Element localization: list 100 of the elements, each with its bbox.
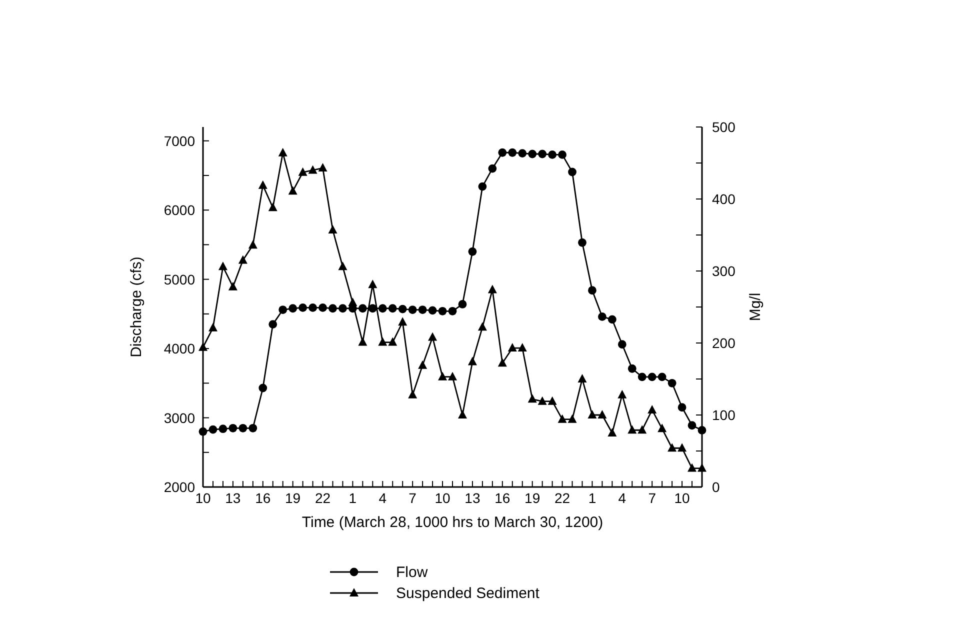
point: [338, 304, 347, 313]
x-tick-label: 4: [618, 490, 626, 506]
x-tick-label: 22: [554, 490, 570, 506]
y2-tick-label: 200: [712, 335, 736, 351]
x-tick-label: 7: [648, 490, 656, 506]
point: [678, 443, 687, 452]
point: [608, 315, 616, 324]
point: [398, 304, 407, 314]
point: [628, 425, 637, 434]
point: [558, 414, 567, 423]
x-tick-label: 16: [494, 490, 510, 506]
point: [198, 427, 208, 436]
point: [208, 425, 218, 434]
point: [268, 202, 278, 212]
point: [568, 414, 577, 423]
point: [278, 148, 288, 156]
y2-tick-label: 0: [712, 479, 720, 495]
point: [458, 300, 467, 308]
y-tick-label: 4000: [164, 340, 196, 357]
point: [298, 167, 308, 176]
x-tick-label: 22: [314, 490, 331, 506]
point: [388, 337, 398, 346]
point: [538, 396, 547, 405]
point: [238, 255, 248, 264]
y-tick-label: 6000: [164, 202, 196, 218]
point: [268, 320, 278, 329]
point: [488, 284, 497, 294]
point: [488, 164, 497, 173]
point: [578, 374, 587, 382]
x-axis-title: Time (March 28, 1000 hrs to March 30, 1200): [302, 514, 604, 531]
point: [668, 378, 676, 388]
point: [638, 372, 646, 382]
point: [258, 384, 268, 392]
point: [258, 180, 268, 189]
point: [588, 286, 596, 295]
point: [468, 356, 477, 366]
point: [328, 224, 338, 234]
point: [608, 428, 617, 436]
y-tick-label: 3000: [164, 410, 196, 426]
point: [348, 298, 358, 306]
point: [378, 304, 387, 313]
point: [418, 360, 428, 369]
point: [658, 372, 666, 382]
point: [308, 303, 317, 312]
point: [218, 424, 228, 434]
point: [508, 148, 517, 157]
point: [398, 317, 408, 326]
point: [288, 304, 298, 313]
point: [248, 240, 258, 249]
legend-label: Suspended Sediment: [396, 585, 540, 602]
point: [538, 150, 547, 158]
point: [428, 306, 437, 315]
point: [448, 306, 457, 316]
x-tick-label: 13: [225, 490, 241, 506]
point: [318, 303, 327, 312]
point: [668, 443, 677, 452]
point: [558, 150, 566, 159]
y2-tick-label: 300: [712, 263, 736, 279]
x-tick-label: 13: [464, 490, 480, 506]
x-tick-label: 19: [524, 490, 540, 506]
point: [358, 337, 368, 346]
point: [678, 403, 686, 412]
point: [598, 312, 606, 321]
point: [428, 332, 438, 341]
x-tick-label: 10: [195, 490, 211, 506]
point: [548, 150, 556, 159]
point: [688, 463, 697, 472]
point: [448, 372, 457, 380]
point: [528, 394, 537, 403]
y2-tick-label: 400: [712, 191, 736, 207]
y2-axis-title: Mg/l: [747, 292, 764, 322]
point: [518, 149, 527, 158]
point: [618, 390, 627, 398]
point: [368, 280, 378, 288]
point: [698, 463, 706, 472]
x-tick-label: 1: [588, 490, 596, 506]
point: [238, 424, 248, 432]
point: [618, 340, 626, 349]
point: [408, 390, 418, 398]
point: [418, 306, 427, 314]
point: [408, 306, 417, 314]
point: [388, 304, 397, 313]
x-tick-label: 7: [408, 490, 417, 506]
y-tick-label: 5000: [164, 271, 196, 288]
y-tick-label: 7000: [164, 132, 196, 149]
x-tick-label: 16: [255, 490, 271, 506]
point: [278, 306, 288, 314]
point: [628, 364, 636, 373]
point: [658, 424, 667, 432]
point: [228, 424, 238, 432]
x-tick-label: 4: [378, 490, 387, 506]
point: [338, 262, 348, 270]
y-axis-title: Discharge (cfs): [128, 256, 145, 358]
point: [208, 322, 218, 332]
point: [318, 163, 328, 172]
point: [478, 322, 487, 331]
point: [438, 372, 448, 380]
point: [288, 186, 298, 195]
point: [548, 396, 557, 405]
point: [508, 343, 517, 352]
